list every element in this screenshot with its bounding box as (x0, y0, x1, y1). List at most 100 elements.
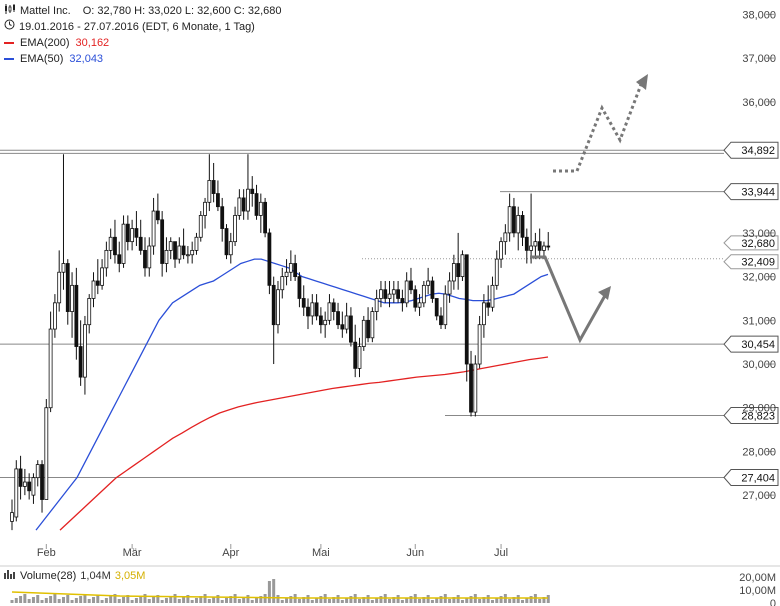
candle-body (254, 193, 259, 216)
volume-bar (400, 600, 404, 603)
candle-body (267, 232, 272, 286)
candle (331, 298, 336, 321)
level-label-text: 28,823 (741, 410, 775, 422)
ema50-legend[interactable]: EMA(50) 32,043 (4, 51, 282, 67)
candle (224, 224, 229, 260)
candle (460, 250, 465, 281)
x-tick-label: Feb (37, 547, 56, 559)
candle-body (14, 468, 19, 518)
candle-body (516, 215, 521, 234)
volume-bar (169, 596, 173, 603)
candle (241, 189, 246, 220)
candle (91, 272, 96, 308)
volume-value-current: 1,04M (80, 569, 111, 582)
volume-bar (242, 597, 246, 603)
candle (138, 219, 143, 255)
ema50-swatch (4, 58, 14, 60)
level-label-text: 27,404 (741, 472, 775, 484)
candle (520, 211, 525, 247)
volume-bar (319, 596, 323, 603)
candle-body (417, 302, 422, 308)
candle (451, 254, 456, 290)
volume-bar (276, 595, 280, 603)
volume-bar (482, 597, 486, 603)
candle (434, 298, 439, 321)
volume-bar (255, 598, 259, 603)
candle-body (284, 271, 289, 278)
x-tick-label: Mär (123, 547, 142, 559)
volume-bar (160, 600, 164, 603)
volume-bar (495, 598, 499, 603)
volume-bar (225, 598, 228, 603)
volume-bar (87, 599, 91, 603)
volume-bar (212, 597, 216, 603)
volume-bar (44, 598, 48, 603)
candle (323, 311, 328, 338)
candle-body (18, 468, 23, 487)
candle-body (456, 263, 461, 278)
ema200-legend[interactable]: EMA(200) 30,162 (4, 35, 282, 51)
price-label-text: 32,680 (741, 238, 775, 250)
candle-body (546, 245, 551, 248)
candle (490, 276, 495, 312)
y-tick-label: 37,000 (742, 53, 776, 65)
volume-bar (388, 599, 392, 603)
volume-bar (426, 595, 430, 603)
candle-body (370, 311, 375, 339)
candle (537, 228, 542, 260)
volume-bar (14, 598, 18, 603)
volume-bar (40, 600, 44, 603)
chart-legend: Mattel Inc. O: 32,780 H: 33,020 L: 32,60… (4, 3, 282, 67)
candle-body (473, 363, 478, 413)
candle (477, 315, 482, 369)
volume-bar (465, 598, 469, 603)
candle (507, 193, 512, 242)
candle-body (207, 180, 212, 203)
candle-body (241, 197, 246, 212)
candle-body (340, 324, 345, 330)
volume-bar (490, 600, 494, 603)
candle (499, 237, 503, 268)
candle (18, 455, 23, 500)
candle (469, 350, 473, 417)
candle-body (125, 223, 130, 243)
candle (306, 298, 310, 330)
volume-bar (516, 595, 520, 603)
candle (44, 398, 49, 500)
candle (344, 302, 349, 334)
volume-bar (53, 594, 57, 603)
candle-body (130, 228, 135, 243)
candle (160, 211, 165, 277)
candle (216, 180, 220, 212)
candle (464, 254, 469, 382)
candle (27, 473, 32, 500)
candle-body (481, 302, 486, 326)
candle (366, 307, 370, 343)
price-label-frame (723, 235, 779, 251)
candle-body (91, 280, 96, 299)
candle (53, 294, 57, 338)
candle-body (366, 319, 370, 339)
candle (143, 237, 147, 277)
candle-body (477, 324, 482, 365)
volume-bar (182, 597, 186, 603)
volume-bars-icon (4, 569, 16, 582)
candle-body (314, 302, 319, 317)
candle-body (524, 236, 529, 251)
volume-bar (104, 598, 108, 603)
clock-icon (4, 19, 15, 35)
level-label-frame (723, 141, 779, 159)
volume-bar (10, 600, 14, 603)
candle-body (151, 210, 156, 247)
volume-bar (186, 595, 190, 603)
candle (327, 294, 332, 325)
candle-body (486, 302, 491, 308)
volume-bar (439, 596, 443, 603)
price-label-box: 32,409 (723, 254, 779, 270)
candle-body (250, 188, 255, 194)
volume-bar (508, 599, 512, 603)
candle-body (117, 254, 122, 264)
candle-body (246, 188, 250, 212)
volume-bar (460, 600, 464, 603)
